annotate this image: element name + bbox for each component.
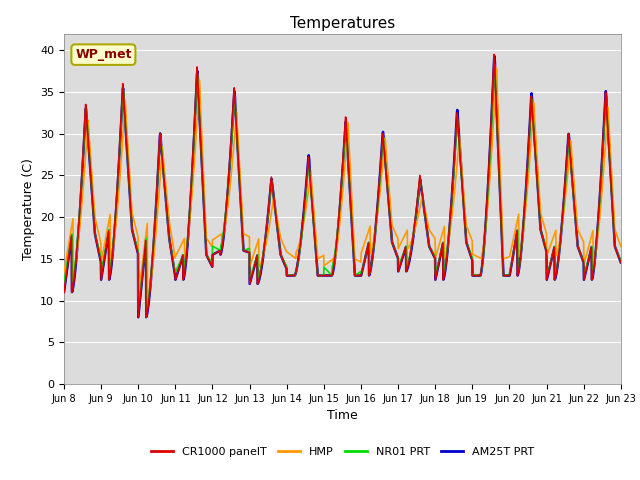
Text: WP_met: WP_met <box>75 48 132 61</box>
Y-axis label: Temperature (C): Temperature (C) <box>22 158 35 260</box>
X-axis label: Time: Time <box>327 409 358 422</box>
Title: Temperatures: Temperatures <box>290 16 395 31</box>
Legend: CR1000 panelT, HMP, NR01 PRT, AM25T PRT: CR1000 panelT, HMP, NR01 PRT, AM25T PRT <box>146 442 539 461</box>
